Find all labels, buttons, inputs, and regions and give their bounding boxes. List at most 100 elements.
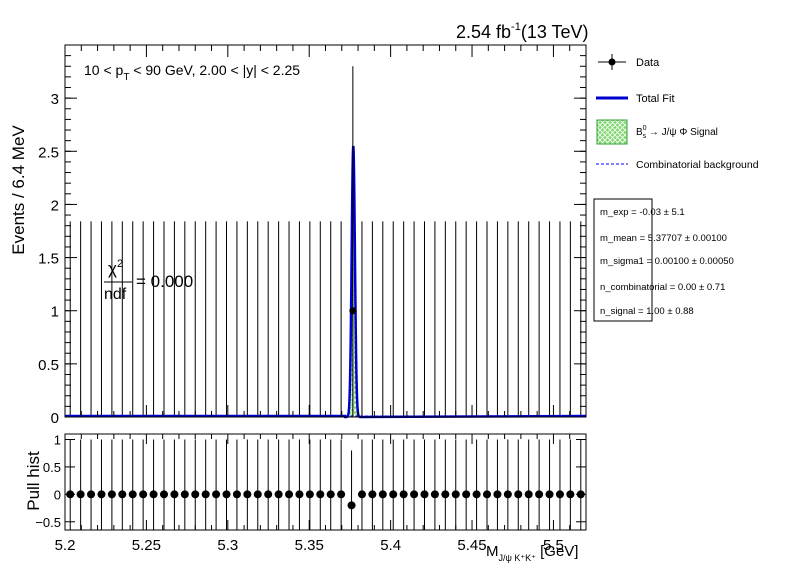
pull-point	[368, 490, 377, 499]
pull-point	[378, 490, 387, 499]
pull-point	[201, 490, 210, 499]
pull-y-tick-label: 1	[54, 432, 61, 447]
pull-x-tick-label: 5.2	[55, 537, 76, 554]
pull-y-axis-title: Pull hist	[24, 451, 43, 511]
pull-point	[441, 490, 450, 499]
lumi-label: 2.54 fb-1(13 TeV)	[456, 21, 589, 42]
pull-point	[87, 490, 96, 499]
y-tick-label: 3	[51, 91, 59, 108]
svg-text:χ2: χ2	[108, 258, 123, 278]
main-x-ticks	[64, 45, 587, 417]
param-line: n_combinatorial = 0.00 ± 0.71	[600, 282, 725, 293]
pull-x-axis: 5.2 5.25 5.3 5.35 5.4 5.45 5.5	[55, 434, 587, 554]
svg-text:ndf: ndf	[104, 286, 127, 303]
pull-error-bars	[69, 439, 582, 530]
data-error-bars	[69, 221, 582, 417]
pull-point	[357, 490, 366, 499]
pull-point	[555, 490, 564, 499]
y-tick-label: 2	[51, 197, 59, 214]
pull-point	[222, 490, 231, 499]
pull-point	[503, 490, 512, 499]
data-points	[349, 66, 357, 417]
legend-signal: B0 s → J/ψ Φ Signal	[596, 119, 718, 145]
svg-text:= 0.000: = 0.000	[136, 272, 193, 291]
pull-point	[566, 490, 575, 499]
pull-point	[243, 490, 252, 499]
svg-text:Total Fit: Total Fit	[636, 93, 675, 105]
pull-point	[139, 490, 148, 499]
pull-point	[535, 490, 544, 499]
pull-point	[545, 490, 554, 499]
pull-point	[232, 490, 241, 499]
fit-parameters-box: m_exp = -0.03 ± 5.1 m_mean = 5.37707 ± 0…	[593, 198, 734, 322]
pull-y-tick-label: 0	[54, 487, 61, 502]
pull-point	[107, 490, 116, 499]
pull-x-tick-label: 5.5	[543, 537, 564, 554]
param-line: m_sigma1 = 0.00100 ± 0.00050	[600, 256, 734, 267]
pull-point	[493, 490, 502, 499]
pull-x-tick-label: 5.45	[457, 537, 486, 554]
pull-point	[524, 490, 533, 499]
pull-point	[337, 490, 346, 499]
svg-text:Data: Data	[636, 57, 660, 69]
main-y-axis-title: Events / 6.4 MeV	[9, 125, 28, 255]
legend-data: Data	[598, 54, 660, 70]
y-tick-label: 1	[51, 304, 59, 321]
pull-panel: −0.5 0 0.5 1 5.2 5.25 5.3 5.35 5.4 5.45 5.5 Pull …	[24, 432, 587, 563]
pull-point	[316, 490, 325, 499]
pull-point	[430, 490, 439, 499]
pull-point	[462, 490, 471, 499]
pull-point	[264, 490, 273, 499]
chi2-label: χ2 ndf = 0.000	[104, 258, 193, 303]
param-line: n_signal = 1.00 ± 0.88	[600, 306, 694, 317]
pull-point	[347, 501, 356, 510]
pull-x-tick-label: 5.3	[217, 537, 238, 554]
pull-point	[149, 490, 158, 499]
param-line: m_mean = 5.37707 ± 0.00100	[600, 233, 727, 244]
pull-x-tick-label: 5.35	[295, 537, 324, 554]
data-point	[349, 307, 357, 315]
legend-background: Combinatorial background	[596, 159, 759, 171]
selection-label: 10 < pT < 90 GeV, 2.00 < |y| < 2.25	[84, 62, 300, 83]
pull-point	[191, 490, 200, 499]
pull-point	[118, 490, 127, 499]
param-line: m_exp = -0.03 ± 5.1	[600, 207, 685, 218]
legend: Data Total Fit B0 s → J/ψ Φ Signal Combin…	[596, 54, 759, 171]
pull-point	[274, 490, 283, 499]
main-y-axis: 0 0.5 1 1.5 2 2.5 3	[38, 44, 586, 427]
pull-point	[128, 490, 137, 499]
legend-total-fit: Total Fit	[596, 93, 675, 105]
pull-point	[76, 490, 85, 499]
pull-point	[285, 490, 294, 499]
pull-point	[180, 490, 189, 499]
pull-y-tick-label: 0.5	[43, 460, 61, 475]
pull-point	[305, 490, 314, 499]
pull-points	[66, 490, 585, 510]
pull-point	[389, 490, 398, 499]
main-panel: 0 0.5 1 1.5 2 2.5 3 10 < pT < 90 GeV, 2.00 < |…	[9, 44, 587, 427]
pull-point	[410, 490, 419, 499]
pull-point	[253, 490, 262, 499]
pull-point	[514, 490, 523, 499]
svg-text:Combinatorial background: Combinatorial background	[636, 159, 759, 171]
pull-x-tick-label: 5.4	[380, 537, 401, 554]
pull-x-tick-label: 5.25	[132, 537, 161, 554]
pull-y-tick-label: −0.5	[35, 515, 61, 530]
pull-point	[451, 490, 460, 499]
pull-point	[399, 490, 408, 499]
pull-point	[472, 490, 481, 499]
y-tick-label: 0.5	[38, 357, 59, 374]
pull-point	[295, 490, 304, 499]
y-tick-label: 1.5	[38, 251, 59, 268]
pull-point	[170, 490, 179, 499]
pull-point	[97, 490, 106, 499]
pull-point	[420, 490, 429, 499]
y-tick-label: 2.5	[38, 144, 59, 161]
svg-text:B0s → J/ψ Φ Signal: B0 s → J/ψ Φ Signal	[636, 125, 718, 140]
pull-point	[212, 490, 221, 499]
y-tick-label: 0	[51, 410, 59, 427]
pull-point	[483, 490, 492, 499]
x-axis-title: MJ/ψ K⁺K⁺ [GeV]	[486, 543, 578, 563]
pull-point	[326, 490, 335, 499]
